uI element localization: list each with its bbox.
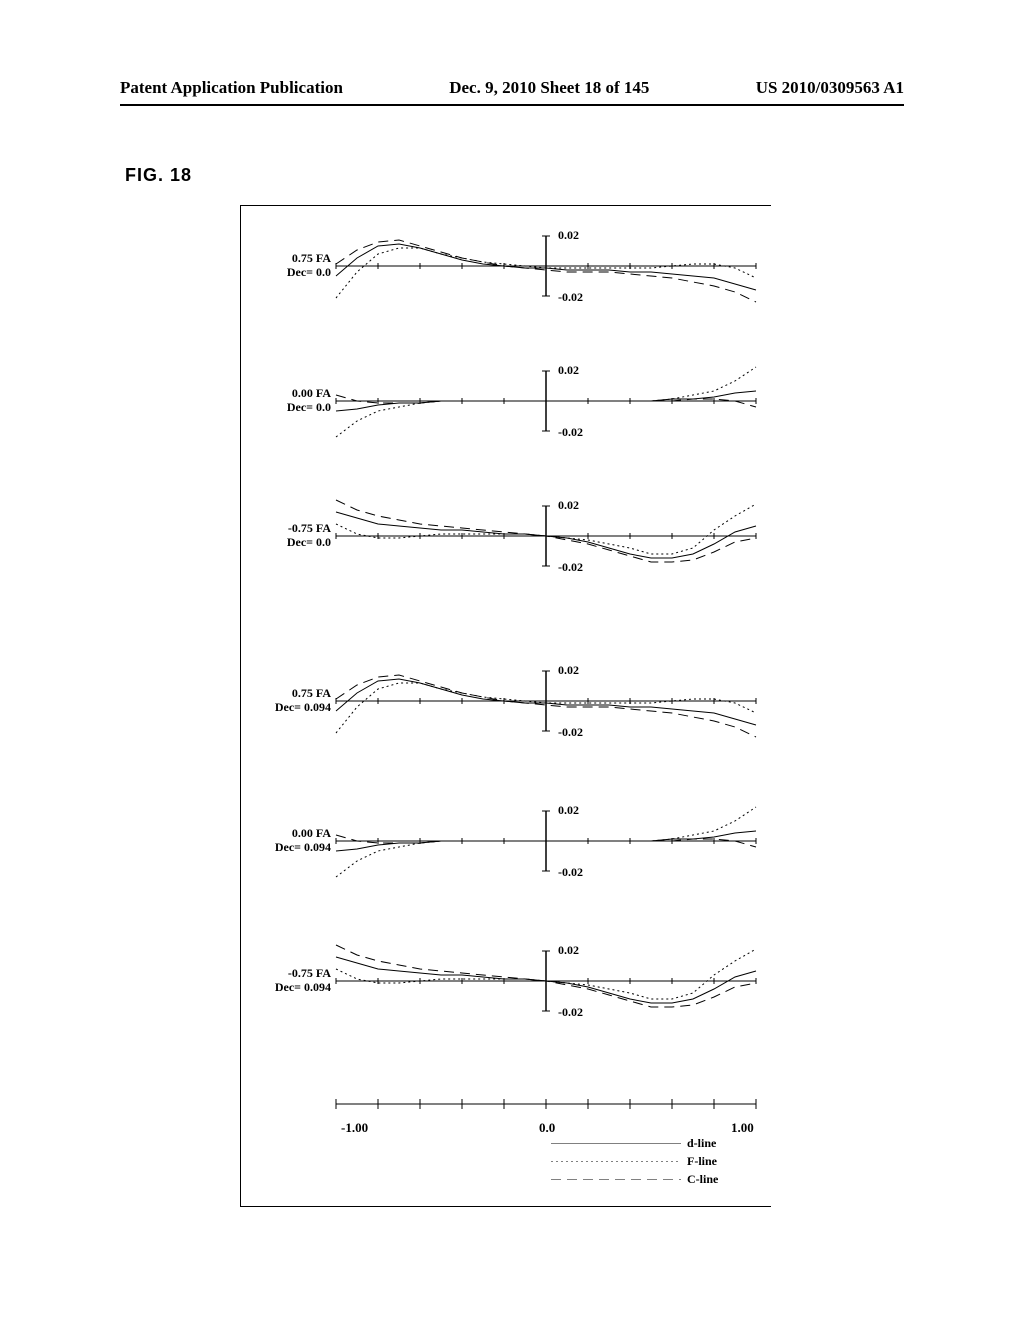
x-tick-pos: 1.00: [731, 1120, 754, 1136]
header-rule: [120, 104, 904, 106]
aberration-plot: -0.75 FA Dec= 0.0 0.02 -0.02: [241, 496, 771, 576]
plot-label: 0.75 FA Dec= 0.0: [261, 252, 331, 280]
header-left: Patent Application Publication: [120, 78, 343, 98]
page-header: Patent Application Publication Dec. 9, 2…: [0, 78, 1024, 98]
y-tick-neg: -0.02: [558, 865, 583, 880]
plot-label: 0.00 FA Dec= 0.0: [261, 387, 331, 415]
header-center: Dec. 9, 2010 Sheet 18 of 145: [449, 78, 649, 98]
page: Patent Application Publication Dec. 9, 2…: [0, 0, 1024, 1320]
aberration-plot: 0.00 FA Dec= 0.094 0.02 -0.02: [241, 801, 771, 881]
legend-item-c: C-line: [551, 1170, 718, 1188]
y-tick-pos: 0.02: [558, 228, 579, 243]
x-tick-neg: -1.00: [341, 1120, 368, 1136]
x-axis: [326, 1094, 766, 1114]
figure-label: FIG. 18: [125, 165, 192, 186]
plot-svg: [326, 221, 766, 311]
y-tick-pos: 0.02: [558, 363, 579, 378]
plot-label: 0.75 FA Dec= 0.094: [261, 687, 331, 715]
plot-svg: [326, 796, 766, 886]
legend-label-f: F-line: [687, 1154, 717, 1169]
header-right: US 2010/0309563 A1: [756, 78, 904, 98]
plot-label: -0.75 FA Dec= 0.094: [261, 967, 331, 995]
y-tick-neg: -0.02: [558, 290, 583, 305]
aberration-plot: 0.00 FA Dec= 0.0 0.02 -0.02: [241, 361, 771, 441]
legend-label-d: d-line: [687, 1136, 716, 1151]
y-tick-pos: 0.02: [558, 943, 579, 958]
y-tick-neg: -0.02: [558, 1005, 583, 1020]
y-tick-neg: -0.02: [558, 425, 583, 440]
y-tick-pos: 0.02: [558, 663, 579, 678]
y-tick-pos: 0.02: [558, 803, 579, 818]
y-tick-neg: -0.02: [558, 560, 583, 575]
aberration-plot: 0.75 FA Dec= 0.0 0.02 -0.02: [241, 226, 771, 306]
plot-svg: [326, 491, 766, 581]
plot-svg: [326, 656, 766, 746]
plot-svg: [326, 356, 766, 446]
aberration-plot: 0.75 FA Dec= 0.094 0.02 -0.02: [241, 661, 771, 741]
legend-label-c: C-line: [687, 1172, 718, 1187]
y-tick-neg: -0.02: [558, 725, 583, 740]
legend-item-d: d-line: [551, 1134, 718, 1152]
aberration-plot: -0.75 FA Dec= 0.094 0.02 -0.02: [241, 941, 771, 1021]
plot-label: 0.00 FA Dec= 0.094: [261, 827, 331, 855]
plot-svg: [326, 936, 766, 1026]
legend-item-f: F-line: [551, 1152, 718, 1170]
plot-label: -0.75 FA Dec= 0.0: [261, 522, 331, 550]
figure-frame: 0.75 FA Dec= 0.00.02-0.020.00 FA Dec= 0.…: [240, 205, 771, 1207]
legend: d-line F-line C-line: [551, 1134, 718, 1188]
y-tick-pos: 0.02: [558, 498, 579, 513]
